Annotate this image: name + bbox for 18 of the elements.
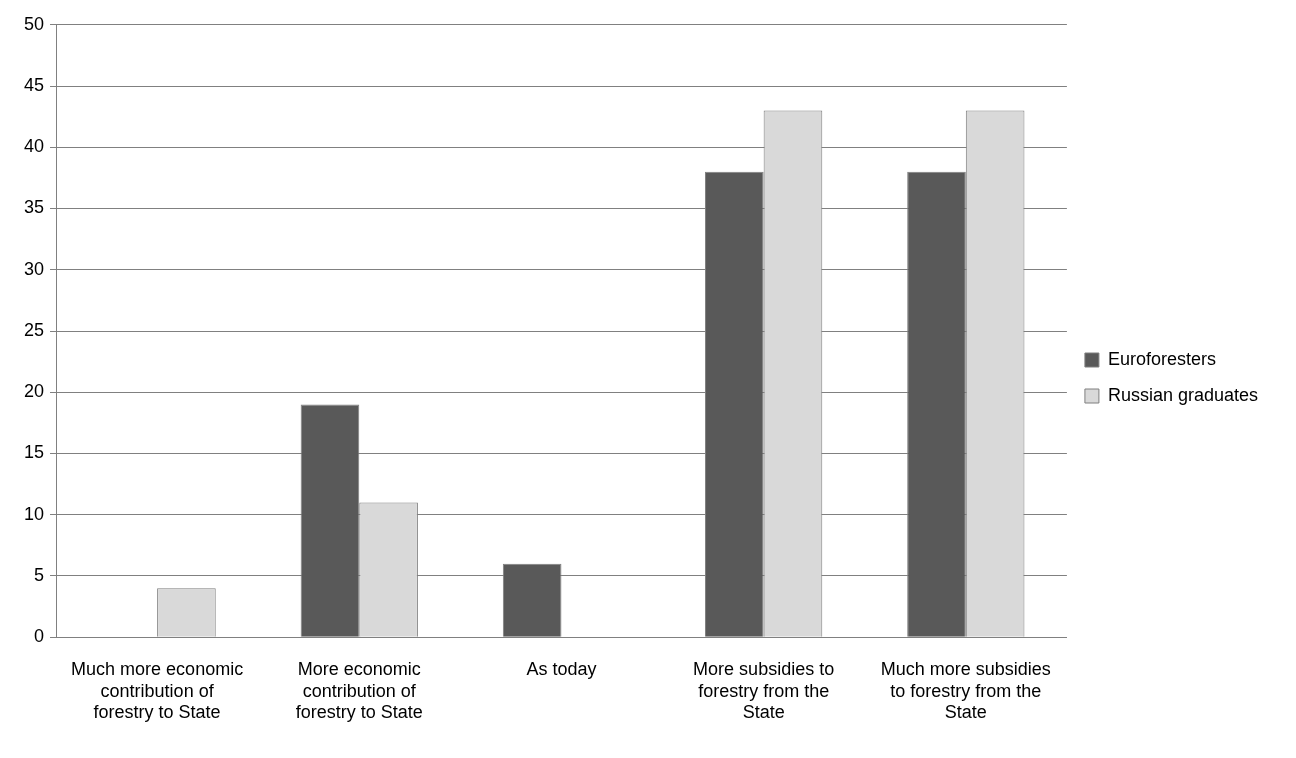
y-tick-label: 5 bbox=[34, 564, 45, 585]
x-tick-label: More subsidies to forestry from the State bbox=[693, 658, 835, 723]
y-tick-label: 20 bbox=[23, 381, 45, 402]
x-tick-label: Much more subsidies to forestry from the State bbox=[880, 658, 1051, 723]
y-tick-label: 25 bbox=[23, 319, 45, 340]
y-tick-label: 40 bbox=[23, 136, 45, 157]
x-tick-label: Much more economic contribution of forestry to State bbox=[71, 658, 244, 723]
legend-label: Russian graduates bbox=[1107, 384, 1258, 405]
y-tick-label: 35 bbox=[23, 197, 45, 218]
y-tick-label: 30 bbox=[23, 258, 45, 279]
y-tick-label: 45 bbox=[23, 75, 45, 96]
y-tick-label: 50 bbox=[23, 13, 45, 34]
x-tick-label: As today bbox=[526, 658, 597, 679]
x-tick-label: More economic contribution of forestry to State bbox=[295, 658, 423, 723]
y-tick-label: 0 bbox=[34, 626, 45, 647]
y-tick-label: 10 bbox=[23, 503, 45, 524]
legend-label: Euroforesters bbox=[1107, 348, 1216, 369]
y-tick-label: 15 bbox=[23, 442, 45, 463]
